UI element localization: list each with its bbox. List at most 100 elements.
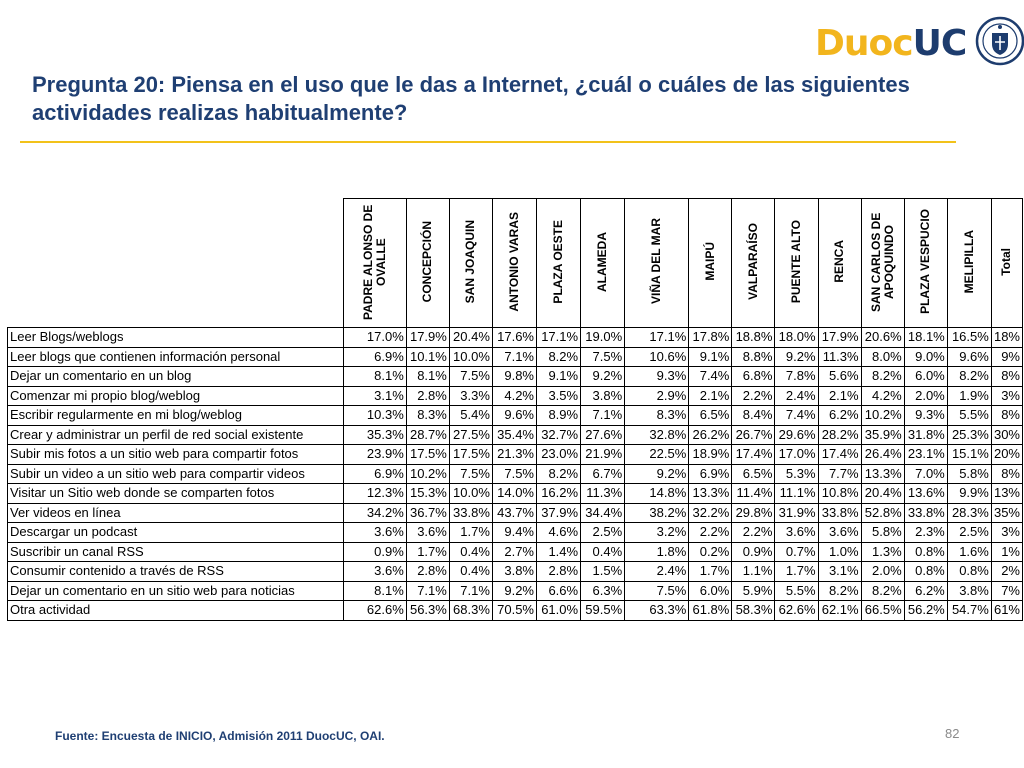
table-cell: 7.1% <box>491 346 538 367</box>
table-cell: 18.9% <box>688 444 733 465</box>
table-cell: 7.5% <box>491 463 538 484</box>
table-cell: 4.2% <box>491 385 538 406</box>
table-cell: 6.0% <box>688 580 733 601</box>
title-divider <box>20 141 956 143</box>
table-cell: 17.0% <box>774 444 819 465</box>
table-cell: 62.6% <box>342 600 407 621</box>
table-cell: 9.3% <box>624 366 690 387</box>
table-row: Descargar un podcast 3.6% 3.6% 1.7% 9.4% 4.6%… <box>7 522 1024 543</box>
table-cell: 5.9% <box>731 580 776 601</box>
table-cell: 37.9% <box>535 502 582 523</box>
column-header-label: ANTONIO VARAS <box>506 211 521 312</box>
table-cell: 21.3% <box>491 444 538 465</box>
table-cell: 7.5% <box>448 366 493 387</box>
table-cell: 22.5% <box>624 444 690 465</box>
table-cell: 9.2% <box>774 346 819 367</box>
table-row: Subir un video a un sitio web para compa… <box>7 463 1024 484</box>
table-cell: 61.8% <box>688 600 733 621</box>
table-cell: 0.4% <box>448 561 493 582</box>
column-header-label: PADRE ALONSO DE OVALLE <box>360 203 388 320</box>
table-cell: 10.8% <box>817 483 862 504</box>
logo-wordmark-duoc: Duoc <box>815 23 914 64</box>
table-cell: 12.3% <box>342 483 407 504</box>
table-cell: 5.8% <box>860 522 905 543</box>
table-cell: 70.5% <box>491 600 538 621</box>
table-cell: 13.3% <box>688 483 733 504</box>
table-cell: 19.0% <box>580 327 626 348</box>
table-cell: 6.2% <box>817 405 862 426</box>
table-cell: 33.8% <box>817 502 862 523</box>
table-cell: 9.1% <box>535 366 582 387</box>
table-cell: 20.4% <box>860 483 905 504</box>
table-cell: 1.7% <box>448 522 493 543</box>
row-label: Otra actividad <box>7 600 344 621</box>
table-cell: 1.8% <box>624 541 690 562</box>
column-header-label: MELIPILLA <box>961 229 976 294</box>
table-cell: 26.7% <box>731 424 776 445</box>
column-header: VALPARAÍSO <box>731 198 776 328</box>
table-cell: 9.6% <box>946 346 992 367</box>
table-row: Subir mis fotos a un sitio web para comp… <box>7 444 1024 465</box>
table-cell: 8.1% <box>342 366 407 387</box>
table-cell: 9.2% <box>580 366 626 387</box>
table-cell: 43.7% <box>491 502 538 523</box>
table-row: Visitar un Sitio web donde se comparten … <box>7 483 1024 504</box>
table-cell: 23.1% <box>903 444 948 465</box>
table-cell: 6.9% <box>342 346 407 367</box>
table-cell: 7.7% <box>817 463 862 484</box>
table-cell: 6.5% <box>731 463 776 484</box>
table-cell: 0.9% <box>731 541 776 562</box>
table-cell: 1.7% <box>405 541 450 562</box>
table-cell: 6.8% <box>731 366 776 387</box>
table-cell: 68.3% <box>448 600 493 621</box>
table-cell: 5.6% <box>817 366 862 387</box>
table-cell: 6.6% <box>535 580 582 601</box>
table-cell: 11.3% <box>817 346 862 367</box>
table-cell: 16.2% <box>535 483 582 504</box>
table-cell: 1.7% <box>688 561 733 582</box>
table-cell: 8.2% <box>946 366 992 387</box>
table-cell: 3.1% <box>342 385 407 406</box>
table-cell: 17.0% <box>342 327 407 348</box>
table-cell: 30% <box>990 424 1024 445</box>
table-cell: 5.5% <box>774 580 819 601</box>
column-header: SAN CARLOS DE APOQUINDO <box>860 198 905 328</box>
table-cell: 26.2% <box>688 424 733 445</box>
table-cell: 63.3% <box>624 600 690 621</box>
table-cell: 17.4% <box>817 444 862 465</box>
table-cell: 8.0% <box>860 346 905 367</box>
table-cell: 8% <box>990 405 1024 426</box>
table-cell: 10.3% <box>342 405 407 426</box>
table-cell: 29.6% <box>774 424 819 445</box>
column-header: PLAZA OESTE <box>535 198 582 328</box>
table-cell: 56.3% <box>405 600 450 621</box>
table-row: Suscribir un canal RSS 0.9% 1.7% 0.4% 2.7% 1.… <box>7 541 1024 562</box>
table-cell: 2.5% <box>946 522 992 543</box>
table-cell: 1.9% <box>946 385 992 406</box>
table-cell: 6.7% <box>580 463 626 484</box>
table-cell: 17.5% <box>448 444 493 465</box>
table-cell: 5.5% <box>946 405 992 426</box>
column-header-label: PLAZA OESTE <box>551 219 566 304</box>
column-header-label: ALAMEDA <box>595 231 610 292</box>
table-cell: 11.4% <box>731 483 776 504</box>
table-cell: 8.1% <box>405 366 450 387</box>
table-cell: 23.9% <box>342 444 407 465</box>
table-cell: 1% <box>990 541 1024 562</box>
table-cell: 3.2% <box>624 522 690 543</box>
table-cell: 7.8% <box>774 366 819 387</box>
column-header: MAIPÚ <box>688 198 733 328</box>
table-row: Comenzar mi propio blog/weblog 3.1% 2.8% 3.… <box>7 385 1024 406</box>
table-cell: 9.8% <box>491 366 538 387</box>
table-header-row: PADRE ALONSO DE OVALLE CONCEPCIÓN SAN JOAQ… <box>8 198 1024 328</box>
table-cell: 34.2% <box>342 502 407 523</box>
table-cell: 38.2% <box>624 502 690 523</box>
table-row: Dejar un comentario en un sitio web para… <box>7 580 1024 601</box>
table-row: Leer Blogs/weblogs 17.0% 17.9% 20.4% 17.6% 17… <box>7 327 1024 348</box>
table-cell: 2.4% <box>624 561 690 582</box>
row-label: Dejar un comentario en un blog <box>7 366 344 387</box>
table-cell: 20.6% <box>860 327 905 348</box>
table-cell: 3.1% <box>817 561 862 582</box>
table-row: Leer blogs que contienen información per… <box>7 346 1024 367</box>
table-cell: 9% <box>990 346 1024 367</box>
